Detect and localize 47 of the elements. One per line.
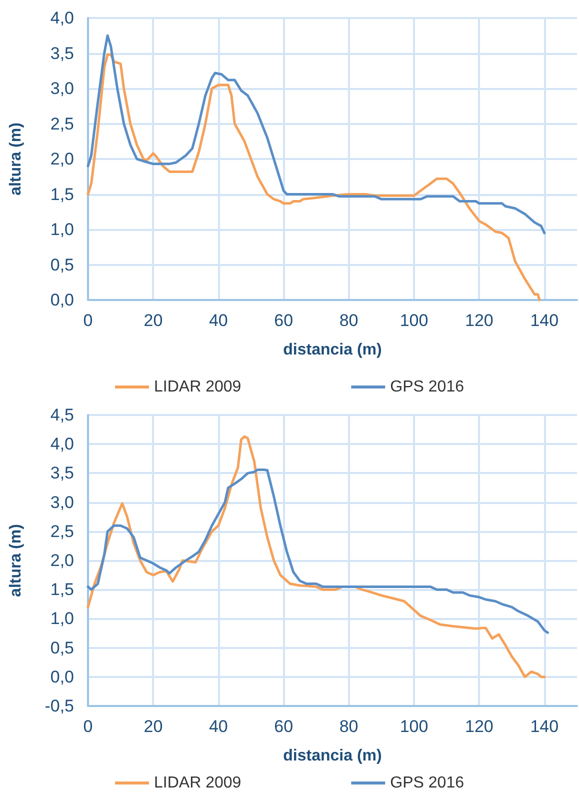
y-axis-title: altura (m): [8, 524, 24, 597]
x-tick-label: 120: [465, 311, 494, 330]
y-tick-label: 2,0: [50, 551, 74, 570]
y-tick-label: 4,0: [50, 8, 74, 28]
x-tick-label: 140: [530, 717, 559, 736]
y-tick-label: 1,5: [50, 184, 74, 204]
y-tick-label: 0,0: [50, 290, 74, 310]
y-tick-label: 2,5: [50, 522, 74, 541]
x-axis-title: distancia (m): [283, 342, 382, 358]
y-tick-label: 2,5: [50, 114, 74, 134]
x-tick-label: 20: [144, 717, 163, 736]
x-tick-label: 100: [400, 311, 428, 330]
x-tick-label: 60: [274, 717, 294, 736]
y-tick-label: 3,0: [50, 492, 74, 512]
legend-label: GPS 2016: [390, 378, 464, 396]
x-tick-label: 80: [339, 717, 358, 736]
y-tick-label: 3,5: [50, 44, 74, 63]
line-series: [86, 468, 549, 634]
y-tick-label: 1,0: [50, 609, 74, 628]
y-axis-title: altura (m): [8, 122, 24, 196]
x-tick-label: 0: [83, 311, 93, 330]
x-tick-label: 0: [83, 717, 93, 736]
x-tick-label: 40: [208, 311, 228, 330]
y-tick-label: 3,0: [50, 79, 74, 98]
x-tick-label: 60: [274, 311, 294, 330]
y-tick-label: 3,5: [50, 464, 74, 483]
legend-label: GPS 2016: [390, 774, 464, 792]
y-tick-label: 4,0: [50, 434, 74, 454]
y-tick-label: 1,0: [50, 220, 74, 239]
x-axis-title: distancia (m): [283, 748, 382, 764]
y-tick-label: 2,0: [50, 150, 74, 168]
x-tick-label: 120: [465, 717, 494, 736]
y-tick-label: 4,5: [50, 406, 74, 424]
y-tick-label: 0,0: [50, 667, 74, 686]
legend-label: LIDAR 2009: [154, 774, 242, 792]
y-tick-label: 1,5: [50, 580, 74, 600]
line-series: [86, 34, 546, 234]
y-tick-label: -0,5: [44, 696, 74, 716]
x-tick-label: 40: [208, 717, 228, 736]
x-tick-label: 140: [530, 311, 559, 330]
y-tick-label: 0,5: [50, 638, 74, 658]
legend-label: LIDAR 2009: [154, 378, 242, 396]
x-tick-label: 80: [339, 311, 358, 330]
x-tick-label: 20: [144, 311, 163, 330]
line-series: [86, 53, 541, 302]
y-tick-label: 0,5: [50, 255, 74, 274]
x-tick-label: 100: [400, 717, 428, 736]
